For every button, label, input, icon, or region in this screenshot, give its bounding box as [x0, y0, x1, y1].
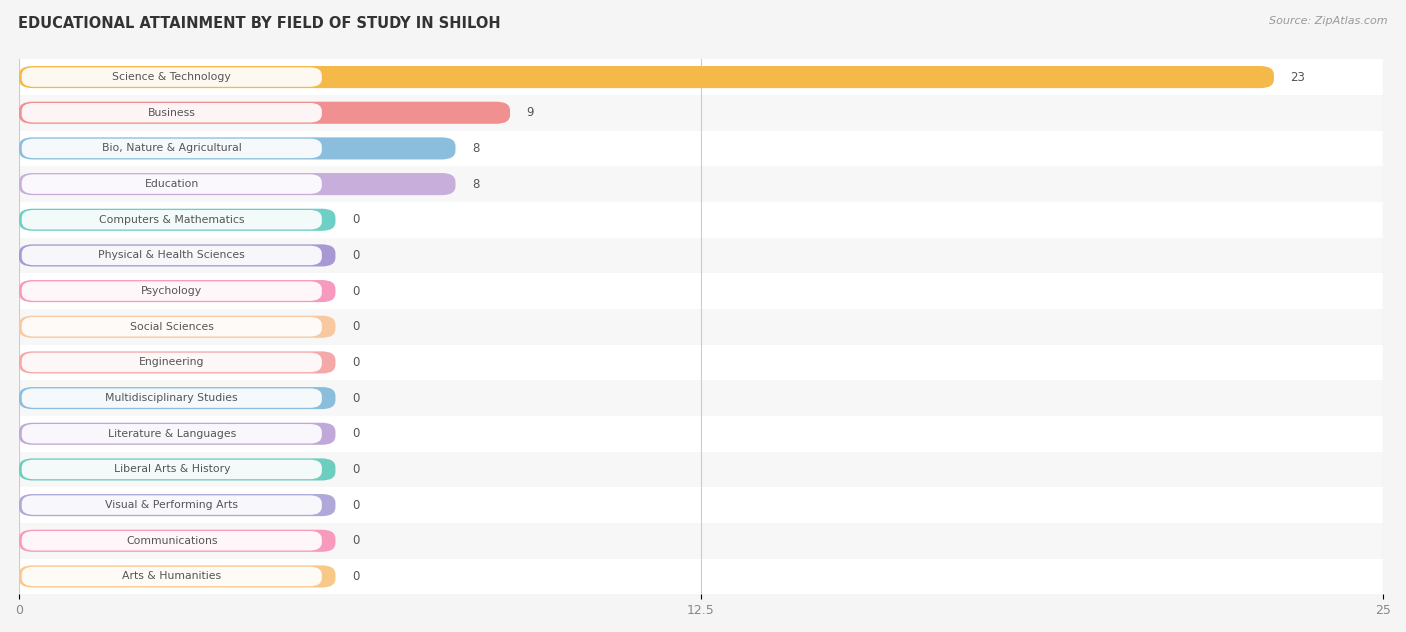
FancyBboxPatch shape — [20, 173, 456, 195]
FancyBboxPatch shape — [20, 137, 456, 159]
FancyBboxPatch shape — [20, 387, 336, 409]
Bar — [20, 131, 1384, 166]
Text: Social Sciences: Social Sciences — [129, 322, 214, 332]
Text: 9: 9 — [526, 106, 534, 119]
FancyBboxPatch shape — [20, 245, 336, 267]
Text: Arts & Humanities: Arts & Humanities — [122, 571, 221, 581]
FancyBboxPatch shape — [20, 458, 336, 480]
FancyBboxPatch shape — [21, 459, 322, 479]
Bar — [20, 344, 1384, 380]
FancyBboxPatch shape — [21, 353, 322, 372]
FancyBboxPatch shape — [21, 68, 322, 87]
Text: 0: 0 — [352, 320, 359, 333]
FancyBboxPatch shape — [21, 424, 322, 444]
Text: Psychology: Psychology — [141, 286, 202, 296]
FancyBboxPatch shape — [20, 530, 336, 552]
FancyBboxPatch shape — [20, 102, 510, 124]
Text: 0: 0 — [352, 427, 359, 441]
Text: Computers & Mathematics: Computers & Mathematics — [98, 215, 245, 225]
Bar — [20, 202, 1384, 238]
Text: Business: Business — [148, 107, 195, 118]
Text: 0: 0 — [352, 463, 359, 476]
FancyBboxPatch shape — [21, 174, 322, 194]
Bar — [20, 95, 1384, 131]
FancyBboxPatch shape — [21, 567, 322, 586]
FancyBboxPatch shape — [20, 316, 336, 338]
FancyBboxPatch shape — [20, 351, 336, 374]
Bar — [20, 273, 1384, 309]
Bar — [20, 452, 1384, 487]
FancyBboxPatch shape — [20, 494, 336, 516]
Bar — [20, 487, 1384, 523]
Text: 0: 0 — [352, 249, 359, 262]
FancyBboxPatch shape — [20, 566, 336, 588]
Text: Multidisciplinary Studies: Multidisciplinary Studies — [105, 393, 238, 403]
Bar — [20, 559, 1384, 594]
Text: 0: 0 — [352, 499, 359, 512]
FancyBboxPatch shape — [21, 138, 322, 158]
FancyBboxPatch shape — [21, 281, 322, 301]
Bar — [20, 416, 1384, 452]
FancyBboxPatch shape — [20, 209, 336, 231]
FancyBboxPatch shape — [20, 423, 336, 445]
Text: Engineering: Engineering — [139, 358, 204, 367]
Text: EDUCATIONAL ATTAINMENT BY FIELD OF STUDY IN SHILOH: EDUCATIONAL ATTAINMENT BY FIELD OF STUDY… — [18, 16, 501, 31]
Bar — [20, 309, 1384, 344]
FancyBboxPatch shape — [21, 495, 322, 515]
Text: 0: 0 — [352, 284, 359, 298]
FancyBboxPatch shape — [21, 210, 322, 229]
Text: 8: 8 — [472, 178, 479, 191]
Bar — [20, 380, 1384, 416]
FancyBboxPatch shape — [21, 317, 322, 336]
FancyBboxPatch shape — [21, 531, 322, 550]
FancyBboxPatch shape — [21, 246, 322, 265]
FancyBboxPatch shape — [20, 66, 1274, 88]
Text: Bio, Nature & Agricultural: Bio, Nature & Agricultural — [101, 143, 242, 154]
Text: Communications: Communications — [127, 536, 218, 546]
Text: 0: 0 — [352, 356, 359, 369]
Text: Liberal Arts & History: Liberal Arts & History — [114, 465, 231, 475]
Bar — [20, 238, 1384, 273]
FancyBboxPatch shape — [21, 103, 322, 123]
Text: Education: Education — [145, 179, 198, 189]
FancyBboxPatch shape — [20, 280, 336, 302]
Text: Source: ZipAtlas.com: Source: ZipAtlas.com — [1270, 16, 1388, 26]
Text: Visual & Performing Arts: Visual & Performing Arts — [105, 500, 238, 510]
Bar — [20, 166, 1384, 202]
Text: 0: 0 — [352, 213, 359, 226]
Text: Science & Technology: Science & Technology — [112, 72, 231, 82]
Bar — [20, 59, 1384, 95]
Text: 0: 0 — [352, 534, 359, 547]
Bar — [20, 523, 1384, 559]
FancyBboxPatch shape — [21, 389, 322, 408]
Text: 0: 0 — [352, 392, 359, 404]
Text: 23: 23 — [1291, 71, 1305, 83]
Text: 8: 8 — [472, 142, 479, 155]
Text: 0: 0 — [352, 570, 359, 583]
Text: Physical & Health Sciences: Physical & Health Sciences — [98, 250, 245, 260]
Text: Literature & Languages: Literature & Languages — [108, 428, 236, 439]
